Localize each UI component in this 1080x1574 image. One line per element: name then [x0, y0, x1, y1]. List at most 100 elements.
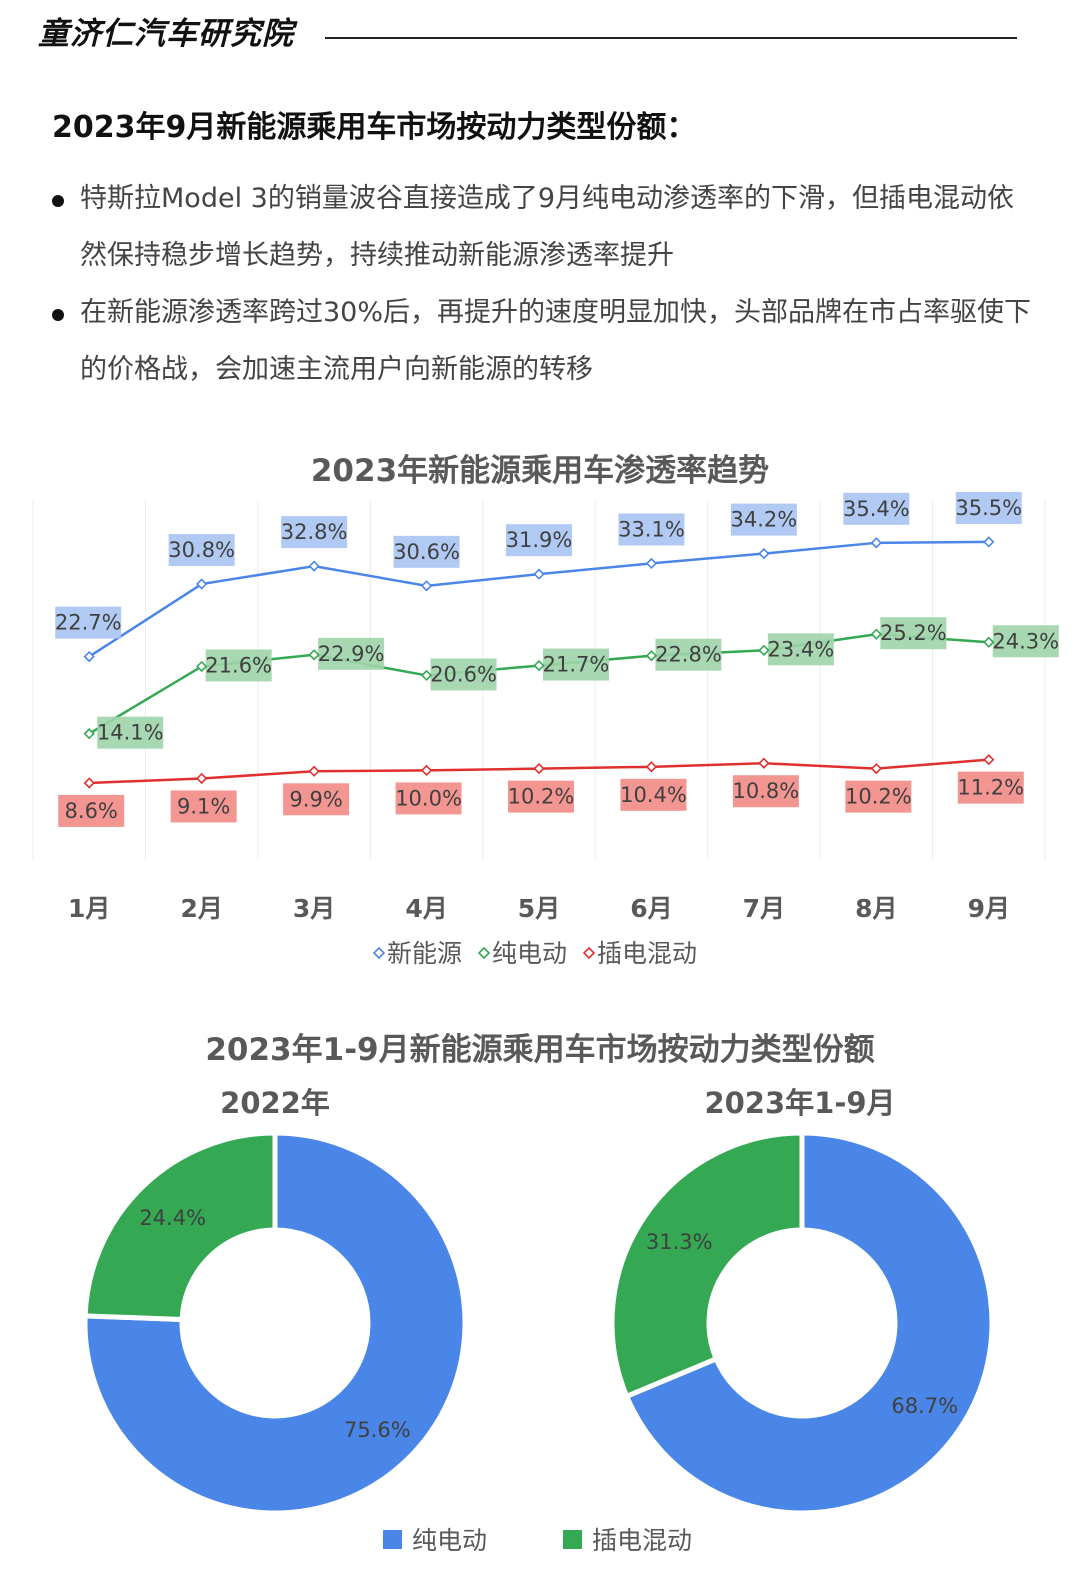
data-label: 30.8%	[168, 538, 235, 562]
data-point-marker	[308, 765, 320, 777]
x-tick-label: 7月	[743, 894, 785, 923]
data-label-box	[843, 492, 910, 525]
data-label-box	[618, 513, 685, 546]
x-tick-label: 3月	[293, 894, 335, 923]
data-label: 14.1%	[97, 721, 164, 745]
data-label: 10.0%	[395, 786, 462, 810]
data-label-box	[281, 516, 348, 549]
data-point-marker	[533, 568, 545, 580]
data-point-marker	[870, 628, 882, 640]
data-point-marker	[758, 644, 770, 656]
data-label-box	[508, 780, 574, 813]
data-label-box	[170, 790, 237, 823]
data-point-marker	[196, 578, 208, 590]
data-label-box	[58, 794, 125, 827]
data-label: 30.6%	[393, 540, 460, 564]
data-label: 34.2%	[731, 508, 798, 532]
donut-subtitle: 2023年1-9月	[704, 1086, 895, 1120]
data-label: 22.8%	[655, 643, 722, 667]
legend-label: 插电混动	[592, 1526, 692, 1555]
x-tick-label: 5月	[518, 894, 560, 923]
data-label-box	[168, 534, 235, 567]
data-label-box	[97, 716, 164, 749]
x-tick-label: 8月	[855, 894, 897, 923]
data-label-box	[655, 638, 722, 671]
data-point-marker	[983, 536, 995, 548]
data-label-box	[543, 648, 609, 681]
x-tick-label: 1月	[68, 894, 110, 923]
page-headline: 2023年9月新能源乘用车市场按动力类型份额：	[52, 110, 697, 145]
x-tick-label: 6月	[630, 894, 672, 923]
data-label-box	[732, 775, 799, 808]
data-label: 10.2%	[508, 785, 575, 809]
data-point-marker	[758, 547, 770, 560]
data-label: 33.1%	[618, 517, 685, 541]
data-point-marker	[983, 754, 995, 766]
data-point-marker	[420, 764, 433, 777]
data-label-box	[955, 491, 1022, 524]
slice-label: 75.6%	[344, 1418, 411, 1442]
data-point-marker	[983, 636, 995, 648]
data-label-box	[620, 778, 687, 811]
legend-marker	[372, 946, 386, 960]
bullet-item: 特斯拉Model 3的销量波谷直接造成了9月纯电动渗透率的下滑，但插电混动依然保…	[52, 170, 1037, 284]
data-point-marker	[870, 762, 882, 775]
data-label-box	[957, 771, 1024, 804]
data-label: 11.2%	[957, 776, 1024, 800]
data-point-marker	[645, 557, 658, 570]
data-label-box	[880, 617, 947, 650]
data-label: 9.1%	[177, 794, 230, 818]
legend-marker	[477, 946, 491, 960]
data-point-marker	[420, 669, 433, 682]
data-label: 35.4%	[843, 497, 910, 521]
data-point-marker	[196, 660, 208, 673]
data-label-box	[845, 780, 912, 813]
data-label: 24.3%	[992, 629, 1059, 653]
bullet-list: 特斯拉Model 3的销量波谷直接造成了9月纯电动渗透率的下滑，但插电混动依然保…	[52, 170, 1037, 398]
data-label: 35.5%	[955, 496, 1022, 520]
data-label: 23.4%	[768, 637, 835, 661]
data-label-box	[205, 649, 272, 682]
legend-marker	[582, 946, 596, 960]
data-point-marker	[420, 580, 433, 592]
data-label: 31.9%	[506, 528, 573, 552]
data-label: 10.4%	[620, 783, 687, 807]
data-label: 22.7%	[55, 611, 122, 635]
data-point-marker	[308, 649, 320, 661]
data-label-box	[430, 658, 497, 691]
slice-label: 68.7%	[891, 1394, 958, 1418]
brand-logo-text: 童济仁汽车研究院	[38, 16, 294, 52]
data-label-box	[318, 637, 385, 670]
data-label: 10.8%	[733, 779, 800, 803]
data-label-box	[767, 633, 834, 666]
data-point-marker	[870, 537, 882, 549]
data-point-marker	[533, 659, 545, 672]
donut-subtitle: 2022年	[220, 1086, 330, 1120]
series-line-1	[88, 632, 989, 735]
data-label-box	[395, 782, 462, 815]
data-label: 25.2%	[880, 621, 947, 645]
legend-label: 纯电动	[492, 939, 567, 968]
data-point-marker	[308, 560, 320, 572]
data-point-marker	[533, 762, 545, 775]
x-tick-label: 9月	[968, 894, 1010, 923]
donut-slice	[82, 1130, 468, 1516]
data-label: 32.8%	[281, 520, 348, 544]
data-label-box	[506, 524, 572, 557]
legend-label: 纯电动	[412, 1526, 487, 1555]
data-label: 10.2%	[845, 785, 912, 809]
data-label: 9.9%	[289, 787, 342, 811]
data-label-box	[55, 606, 122, 639]
data-point-marker	[758, 757, 770, 769]
data-label: 21.6%	[205, 653, 272, 677]
data-point-marker	[645, 650, 658, 662]
data-point-marker	[645, 761, 658, 773]
header-rule	[325, 37, 1017, 39]
x-tick-label: 4月	[405, 894, 447, 923]
donut-chart-title: 2023年1-9月新能源乘用车市场按动力类型份额	[205, 1032, 875, 1068]
data-label-box	[283, 783, 350, 816]
donut-slice	[623, 1130, 995, 1516]
data-label: 8.6%	[65, 799, 118, 823]
slice-label: 31.3%	[646, 1230, 713, 1254]
